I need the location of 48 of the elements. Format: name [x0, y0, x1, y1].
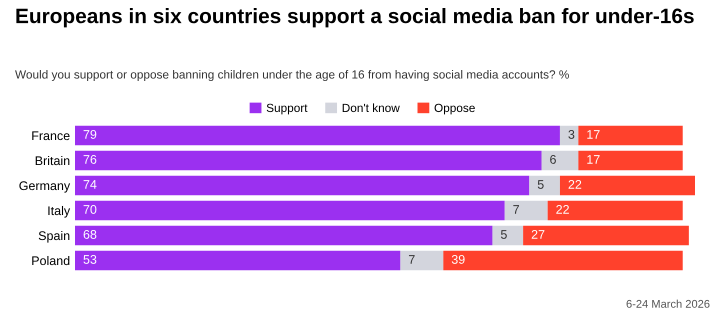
- data-label: 74: [84, 180, 97, 189]
- bar: [548, 200, 683, 220]
- y-tick-label: Britain: [36, 156, 70, 166]
- bar: [75, 150, 542, 170]
- data-label: 22: [556, 205, 569, 214]
- text: 6-24 March 2026: [626, 300, 710, 308]
- data-label: 17: [587, 130, 600, 139]
- data-label: 53: [83, 255, 96, 264]
- bar: [529, 176, 560, 196]
- data-label: 7: [408, 255, 415, 264]
- bar: [75, 226, 492, 246]
- data-label: 7: [513, 205, 520, 214]
- data-label: 5: [500, 230, 507, 239]
- bar: [542, 150, 578, 170]
- data-label: 79: [84, 130, 96, 139]
- data-label: 68: [84, 230, 96, 239]
- bar: [443, 250, 683, 270]
- data-label: 22: [568, 180, 582, 189]
- legend-label: Don't know: [342, 103, 400, 112]
- bar: [75, 176, 530, 196]
- legend-label: Oppose: [434, 104, 475, 114]
- bar: [492, 226, 524, 246]
- data-label: 76: [84, 155, 96, 164]
- data-label: 6: [550, 155, 556, 164]
- bar: [75, 200, 505, 220]
- data-label: 17: [587, 155, 600, 164]
- data-label: 3: [568, 130, 574, 139]
- y-tick-label: France: [32, 131, 70, 140]
- bar: [75, 250, 400, 270]
- bar: [560, 176, 695, 196]
- data-label: 70: [84, 205, 96, 214]
- y-tick-label: Italy: [48, 206, 70, 218]
- bar: [578, 126, 683, 146]
- bar: [400, 250, 444, 270]
- chart-subtitle: Would you support or oppose banning children under the age of 16 from having social media accounts? %: [15, 70, 569, 82]
- y-tick-label: Germany: [19, 181, 70, 193]
- legend-label: Support: [266, 104, 308, 114]
- bar: [504, 200, 548, 220]
- bar: [578, 150, 683, 170]
- y-tick-label: Poland: [32, 256, 70, 266]
- data-label: 5: [538, 180, 544, 189]
- bar: [523, 226, 689, 246]
- bar: [75, 126, 560, 146]
- chart-title: Europeans in six countries support a social media ban for under-16s: [16, 8, 694, 28]
- bar: [560, 126, 578, 146]
- data-label: 27: [532, 230, 544, 239]
- data-label: 39: [452, 255, 465, 264]
- y-tick-label: Spain: [38, 230, 70, 243]
